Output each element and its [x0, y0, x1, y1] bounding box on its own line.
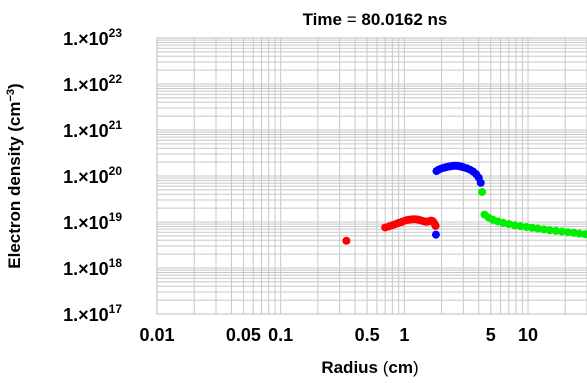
plot-frame	[156, 37, 587, 315]
x-tick-label: 10	[518, 325, 538, 345]
y-tick-label: 1.×1023	[63, 26, 122, 49]
data-point	[516, 222, 525, 231]
data-point	[476, 178, 485, 187]
data-point	[431, 230, 440, 239]
x-tick-label: 0.05	[226, 325, 261, 345]
data-point	[478, 187, 487, 196]
data-point	[431, 221, 440, 230]
data-point	[342, 236, 351, 245]
data-point	[581, 230, 587, 239]
x-tick-labels: 0.01 0.05 0.1 0.5 1 5 10	[139, 325, 538, 345]
data-point	[557, 227, 566, 236]
x-tick-label: 0.01	[139, 325, 174, 345]
data-point	[533, 224, 542, 233]
y-tick-labels: 1.×1023 1.×1022 1.×1021 1.×1020 1.×1019 1.×10…	[63, 26, 122, 325]
data-point	[563, 228, 572, 237]
y-tick-label: 1.×1020	[63, 164, 122, 187]
chart-title: Time = 80.0162 ns	[303, 10, 448, 29]
grid	[156, 38, 587, 315]
data-point	[575, 229, 584, 238]
y-axis-label: Electron density (cm−3)	[5, 83, 24, 268]
data-points	[342, 161, 587, 245]
x-tick-label: 5	[486, 325, 496, 345]
data-point	[539, 225, 548, 234]
x-axis-label: Radius (cm)	[321, 358, 418, 377]
x-tick-label: 1	[399, 325, 409, 345]
y-tick-label: 1.×1017	[63, 302, 122, 325]
x-tick-label: 0.5	[355, 325, 380, 345]
data-point	[551, 226, 560, 235]
y-tick-label: 1.×1019	[63, 210, 122, 233]
x-tick-label: 0.1	[268, 325, 293, 345]
y-tick-label: 1.×1022	[63, 72, 122, 95]
y-tick-label: 1.×1018	[63, 256, 122, 279]
y-tick-label: 1.×1021	[63, 118, 122, 141]
data-point	[510, 221, 519, 230]
data-point	[545, 226, 554, 235]
